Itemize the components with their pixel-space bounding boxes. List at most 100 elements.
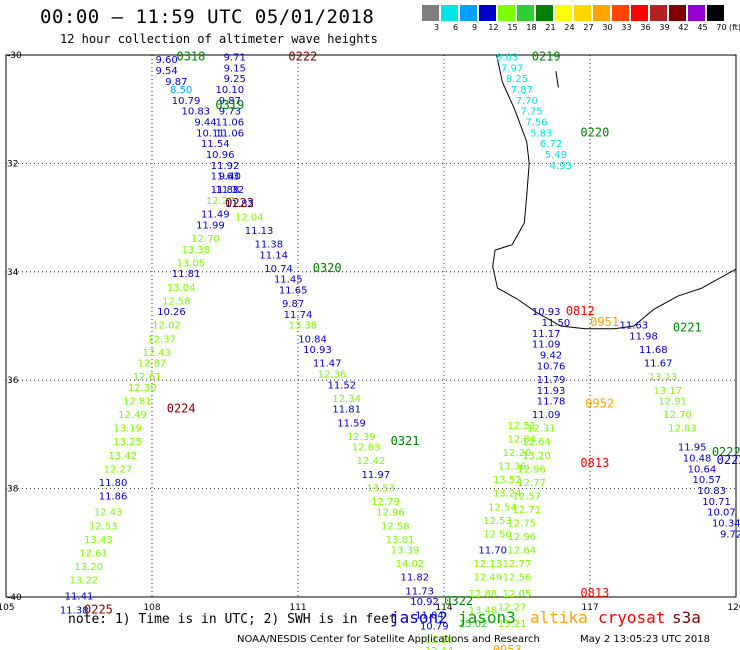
wave-height-value: 11.45 xyxy=(274,275,303,286)
wave-height-value: 11.97 xyxy=(362,470,391,481)
wave-height-value: 13.52 xyxy=(493,475,522,486)
wave-height-value: 12.77 xyxy=(503,559,532,570)
wave-height-value: 12.87 xyxy=(138,359,167,370)
lat-tick-label: -40 xyxy=(7,593,22,603)
wave-height-value: 13.24 xyxy=(493,489,522,500)
legend-swatch xyxy=(555,5,572,21)
legend-label: 18 xyxy=(526,23,537,32)
lon-tick-label: 105 xyxy=(0,603,15,613)
wave-height-value: 9.54 xyxy=(155,66,177,77)
wave-height-value: 11.50 xyxy=(542,318,571,329)
wave-height-value: 10.76 xyxy=(537,361,566,372)
wave-height-value: 12.27 xyxy=(206,196,235,207)
wave-height-value: 12.96 xyxy=(508,532,537,543)
wave-height-value: 10.79 xyxy=(420,622,449,633)
pass-time-label: 0952 xyxy=(585,396,614,410)
pass-time-label: 0812 xyxy=(566,304,595,318)
wave-height-value: 15.02 xyxy=(459,619,488,630)
wave-height-value: 10.79 xyxy=(172,96,201,107)
lon-tick-label: 111 xyxy=(289,603,306,613)
wave-height-value: 13.42 xyxy=(108,451,137,462)
pass-time-label: 0951 xyxy=(590,315,619,329)
wave-height-value: 13.48 xyxy=(469,605,498,616)
wave-height-value: 10.83 xyxy=(181,107,210,118)
wave-height-value: 12.70 xyxy=(191,234,220,245)
lat-tick-label: -30 xyxy=(7,51,22,61)
wave-height-value: 11.88 xyxy=(211,185,240,196)
legend-swatch xyxy=(669,5,686,21)
wave-height-value: 12.63 xyxy=(352,443,381,454)
lake-outline xyxy=(555,71,559,88)
page-subtitle: 12 hour collection of altimeter wave hei… xyxy=(60,32,378,46)
satellite-legend-item: cryosat xyxy=(598,608,666,627)
wave-height-value: 13.17 xyxy=(654,386,683,397)
pass-time-label: 0813 xyxy=(580,456,609,470)
wave-height-value: 14.02 xyxy=(396,559,425,570)
legend-label: 27 xyxy=(583,23,594,32)
wave-height-value: 12.49 xyxy=(473,573,502,584)
wave-height-value: 12.70 xyxy=(663,410,692,421)
wave-height-value: 9.87 xyxy=(219,96,241,107)
wave-height-value: 9.87 xyxy=(282,299,304,310)
wave-height-value: 10.57 xyxy=(692,475,721,486)
legend-swatch xyxy=(441,5,458,21)
pass-time-label: 0219 xyxy=(532,49,561,63)
lon-tick-label: 120 xyxy=(727,603,740,613)
legend-swatch xyxy=(707,5,724,21)
pass-time-label: 0221 xyxy=(673,320,702,334)
wave-height-value: 12.05 xyxy=(503,589,532,600)
wave-height-value: 11.41 xyxy=(65,592,94,603)
coastline xyxy=(492,54,737,330)
pass-time-label: 0319 xyxy=(215,98,244,112)
legend-label: 30 xyxy=(602,23,613,32)
wave-height-value: 12.51 xyxy=(508,421,537,432)
wave-height-value: 11.06 xyxy=(216,128,245,139)
wave-height-value: 11.17 xyxy=(532,329,561,340)
wave-height-value: 11.81 xyxy=(332,405,361,416)
wave-height-value: 13.13 xyxy=(649,372,678,383)
wave-height-value: 11.49 xyxy=(201,210,230,221)
wave-height-value: 12.42 xyxy=(357,456,386,467)
wave-height-value: 13.21 xyxy=(498,619,527,630)
legend-label: 21 xyxy=(545,23,556,32)
lat-tick-label: 38 xyxy=(7,485,19,495)
wave-height-value: 11.82 xyxy=(225,199,254,210)
wave-height-value: 9.71 xyxy=(224,52,246,63)
wave-height-value: 10.64 xyxy=(688,464,717,475)
wave-height-value: 7.56 xyxy=(525,117,547,128)
pass-time-label: 0320 xyxy=(313,261,342,275)
lat-tick-label: 36 xyxy=(7,376,19,386)
wave-height-value: 12.36 xyxy=(318,369,347,380)
wave-height-value: 10.71 xyxy=(702,497,731,508)
legend-label: 24 xyxy=(564,23,575,32)
generation-timestamp: May 2 13:05:23 UTC 2018 xyxy=(580,634,710,645)
wave-height-value: 11.63 xyxy=(211,172,240,183)
wave-height-value: 12.91 xyxy=(658,397,687,408)
pass-time-label: 0322 xyxy=(444,594,473,608)
wave-height-value: 9.87 xyxy=(165,77,187,88)
wave-height-value: 8.50 xyxy=(170,85,192,96)
wave-height-value: 11.73 xyxy=(405,586,434,597)
wave-height-value: 11.09 xyxy=(532,410,561,421)
lat-tick-label: 32 xyxy=(7,159,18,169)
wave-height-value: 13.25 xyxy=(113,437,142,448)
legend-swatch xyxy=(422,5,439,21)
wave-height-value: 13.53 xyxy=(366,483,395,494)
wave-height-value: 11.95 xyxy=(678,443,707,454)
pass-time-label: 0321 xyxy=(391,434,420,448)
wave-height-value: 13.20 xyxy=(74,562,103,573)
legend-unit: (ft) xyxy=(729,23,740,32)
wave-height-value: 12.02 xyxy=(152,321,181,332)
legend-swatch xyxy=(498,5,515,21)
legend-swatch xyxy=(650,5,667,21)
wave-height-value: 12.50 xyxy=(483,529,512,540)
wave-height-value: 5.49 xyxy=(545,150,567,161)
wave-height-value: 12.43 xyxy=(94,508,123,519)
wave-height-value: 12.58 xyxy=(381,521,410,532)
wave-height-value: 7.87 xyxy=(511,85,533,96)
wave-height-value: 10.93 xyxy=(303,345,332,356)
legend-swatch xyxy=(574,5,591,21)
wave-height-value: 13.36 xyxy=(498,462,527,473)
legend-label: 9 xyxy=(471,23,478,32)
wave-height-value: 8.25 xyxy=(506,74,528,85)
